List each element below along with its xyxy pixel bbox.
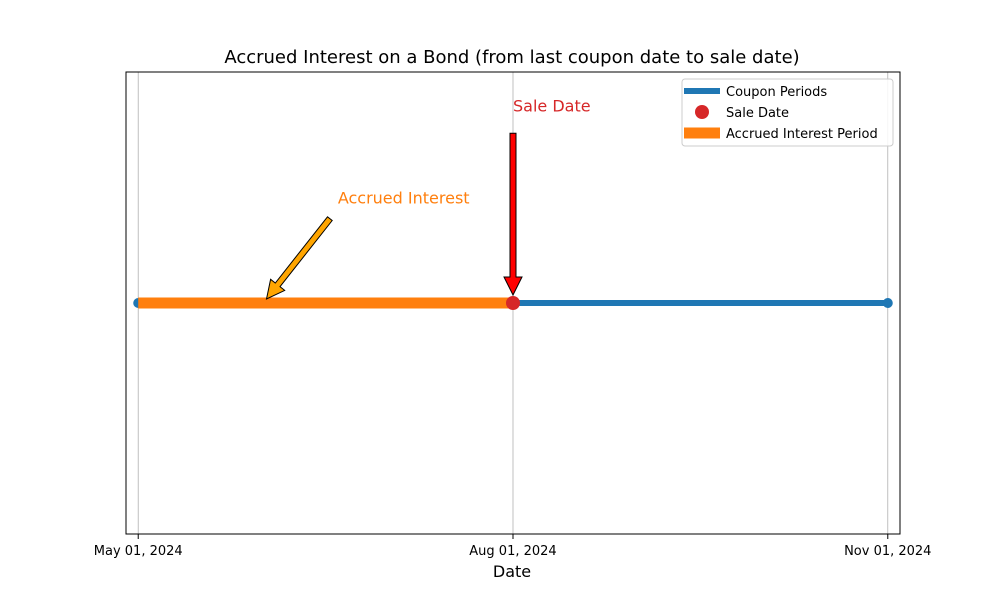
x-tick-label-1: Aug 01, 2024 [469, 544, 556, 559]
accrued-interest-annotation: Accrued Interest [338, 189, 470, 208]
chart-title: Accrued Interest on a Bond (from last co… [224, 47, 799, 68]
accrued-interest-arrow [265, 216, 333, 300]
legend: Coupon Periods Sale Date Accrued Interest … [681, 78, 894, 147]
sale-date-annotation: Sale Date [513, 96, 591, 115]
legend-label-0: Coupon Periods [726, 85, 827, 100]
legend-swatch-sale-date [695, 105, 709, 119]
x-tick-label-0: May 01, 2024 [94, 544, 183, 559]
annotations: Sale Date Accrued Interest [265, 96, 591, 300]
x-tick-label-2: Nov 01, 2024 [844, 544, 931, 559]
legend-box [681, 78, 894, 147]
coupon-date-point-2 [882, 298, 893, 308]
legend-label-2: Accrued Interest Period [726, 127, 878, 142]
sale-date-arrow [503, 132, 523, 297]
x-axis-label: Date [493, 562, 531, 581]
sale-date-marker [506, 296, 520, 310]
legend-label-1: Sale Date [726, 106, 789, 121]
x-axis-ticks: May 01, 2024 Aug 01, 2024 Nov 01, 2024 [94, 534, 931, 559]
plot-series [133, 296, 893, 310]
